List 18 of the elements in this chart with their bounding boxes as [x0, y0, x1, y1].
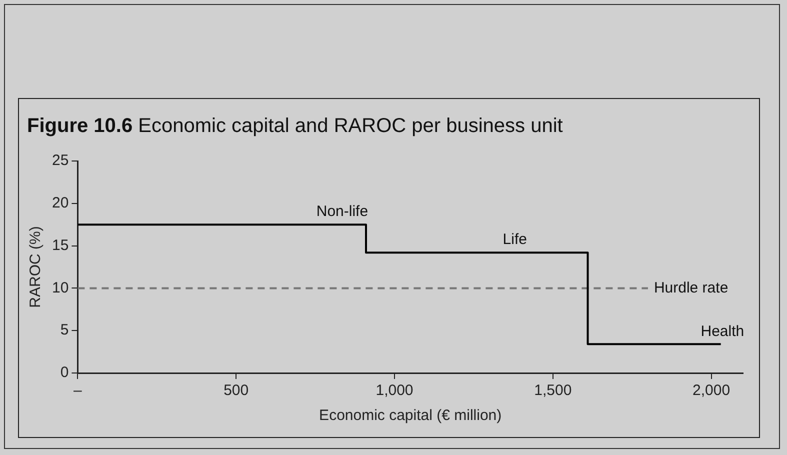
y-tick-label: 15 [52, 236, 69, 254]
y-tick-label: 5 [60, 322, 69, 339]
x-tick-label: 1,500 [534, 382, 572, 400]
y-tick-label: 20 [52, 194, 69, 212]
y-axis-title: RAROC (%) [27, 226, 44, 308]
annotation: Life [502, 231, 527, 248]
annotation: Non-life [316, 203, 368, 220]
y-tick-label: 25 [52, 152, 69, 170]
y-tick-label: 0 [60, 364, 69, 382]
y-tick-label: 10 [52, 279, 69, 296]
x-tick-label: 1,000 [376, 382, 414, 400]
x-tick-label: – [74, 382, 83, 400]
x-tick-label: 500 [224, 382, 249, 400]
x-tick-label: 2,000 [692, 382, 730, 400]
x-axis-title: Economic capital (€ million) [319, 407, 502, 424]
annotation: Health [700, 322, 744, 340]
chart-title: Figure 10.6 Economic capital and RAROC per business unit [27, 115, 563, 137]
series-label: Hurdle rate [654, 279, 728, 296]
